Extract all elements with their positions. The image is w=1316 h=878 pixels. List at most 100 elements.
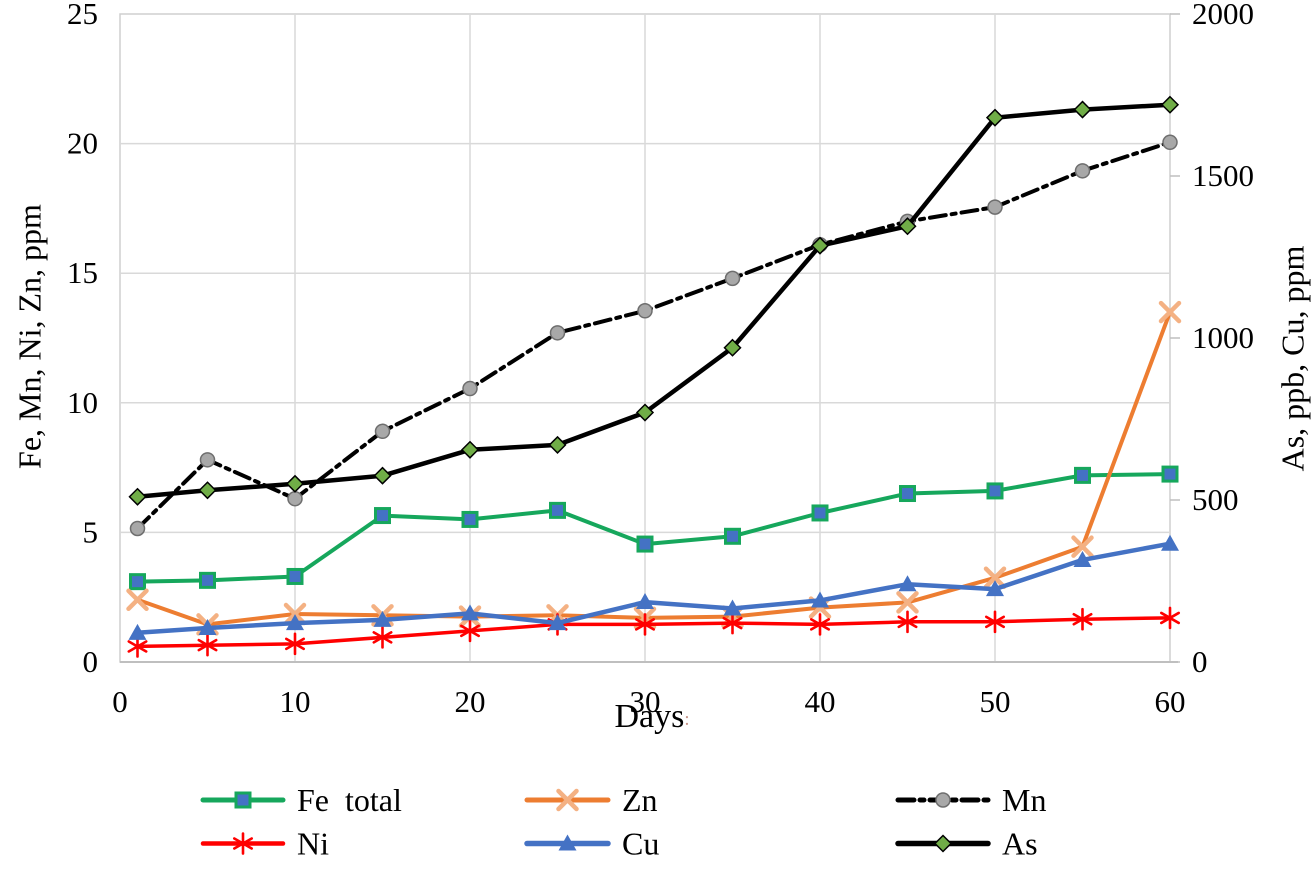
series-marker-ni [460, 619, 480, 643]
legend-marker-mn [935, 792, 951, 808]
series-marker-fe-total [899, 485, 916, 503]
series-marker-as [810, 236, 830, 255]
series-marker-cu [636, 593, 654, 610]
series-marker-as [723, 338, 742, 357]
left-axis-tick-label: 25 [67, 0, 98, 31]
series-marker-mn [374, 423, 391, 440]
x-axis-tick-label: 50 [980, 684, 1011, 719]
legend-label-as: As [1002, 826, 1038, 862]
series-marker-mn [549, 325, 566, 341]
series-marker-as [1160, 95, 1180, 114]
series-marker-as [460, 440, 480, 459]
x-axis-tick-label: 10 [280, 684, 311, 719]
right-axis-tick-label: 500 [1192, 482, 1239, 517]
series-marker-cu [811, 591, 829, 608]
series-marker-mn [287, 490, 303, 507]
series-marker-mn [1074, 163, 1091, 179]
series-line-mn [135, 140, 1172, 531]
series-marker-ni [1072, 607, 1093, 631]
x-axis-tick-label: 30 [630, 684, 661, 719]
series-marker-fe-total [1161, 465, 1179, 483]
series-marker-cu [723, 599, 742, 616]
right-axis-tick-label: 1000 [1192, 320, 1254, 355]
legend-marker-fe-total [234, 791, 252, 809]
series-marker-zn [283, 602, 307, 626]
x-axis-title-suffix: : [684, 708, 690, 730]
series-marker-fe-total [811, 504, 829, 522]
series-marker-cu [986, 580, 1004, 597]
series-marker-cu [548, 614, 567, 631]
legend-label-mn: Mn [1002, 782, 1046, 818]
series-marker-cu [373, 610, 392, 627]
left-axis-title: Fe, Mn, Ni, Zn, ppm [11, 204, 48, 469]
series-marker-ni [285, 632, 305, 656]
series-marker-as [898, 217, 917, 236]
legend-marker-as [933, 834, 953, 853]
legend-label-fe-total: Fe total [297, 782, 402, 818]
series-marker-ni [197, 633, 218, 657]
right-axis-title: As, ppb, Cu, ppm [1274, 245, 1311, 472]
series-marker-cu [461, 604, 479, 621]
x-axis-tick-label: 20 [455, 684, 486, 719]
series-marker-ni [1160, 606, 1180, 630]
legend-label-ni: Ni [297, 826, 329, 862]
series-marker-as [548, 435, 567, 454]
legend-label-zn: Zn [622, 782, 658, 818]
legend-marker-ni [233, 832, 253, 855]
series-marker-fe-total [199, 571, 216, 589]
series-marker-mn [129, 520, 146, 537]
x-axis-tick-label: 60 [1155, 684, 1186, 719]
series-marker-cu [898, 575, 917, 592]
right-axis-tick-label: 0 [1192, 644, 1208, 679]
series-marker-ni [635, 613, 655, 636]
series-marker-as [985, 108, 1005, 127]
series-marker-ni [722, 611, 743, 635]
series-marker-as [128, 487, 147, 506]
series-marker-fe-total [374, 507, 391, 525]
legend-marker-cu [558, 834, 577, 851]
left-axis-tick-label: 10 [67, 385, 98, 420]
left-axis-tick-label: 15 [67, 255, 98, 290]
series-marker-cu [128, 623, 147, 640]
series-marker-ni [810, 613, 830, 636]
series-marker-cu [1073, 550, 1092, 567]
right-axis-tick-label: 2000 [1192, 0, 1254, 31]
legend-marker-zn [556, 788, 579, 812]
x-axis-title-text: Days [614, 698, 685, 735]
x-axis-tick-label: 40 [805, 684, 836, 719]
series-marker-as [285, 474, 305, 493]
series-marker-ni [985, 610, 1005, 634]
series-marker-zn [126, 588, 149, 612]
series-marker-ni [372, 626, 393, 649]
left-axis-tick-label: 5 [83, 514, 99, 549]
x-axis-title: Days: [452, 698, 852, 736]
series-marker-mn [199, 452, 216, 468]
left-axis-tick-label: 0 [83, 644, 99, 679]
series-marker-mn [1162, 134, 1178, 151]
series-marker-fe-total [129, 573, 146, 591]
series-marker-mn [724, 270, 741, 287]
series-marker-mn [987, 199, 1003, 215]
right-axis-tick-label: 1500 [1192, 158, 1254, 193]
series-marker-mn [462, 380, 478, 397]
left-axis-tick-label: 20 [67, 126, 98, 161]
series-marker-cu [1161, 534, 1179, 551]
series-marker-fe-total [286, 567, 304, 585]
series-marker-as [198, 481, 217, 500]
series-marker-cu [286, 614, 304, 631]
series-marker-as [1073, 100, 1092, 119]
legend-label-cu: Cu [622, 826, 659, 862]
series-marker-fe-total [636, 535, 654, 553]
series-marker-zn [983, 566, 1007, 590]
series-marker-fe-total [1074, 466, 1091, 484]
series-marker-as [635, 403, 655, 422]
series-marker-zn [896, 591, 919, 614]
series-marker-fe-total [461, 510, 479, 528]
series-marker-zn [1071, 535, 1094, 558]
series-marker-as [373, 466, 392, 485]
series-line-as [135, 102, 1173, 500]
x-axis-tick-label: 0 [112, 684, 128, 719]
series-marker-mn [637, 303, 653, 319]
